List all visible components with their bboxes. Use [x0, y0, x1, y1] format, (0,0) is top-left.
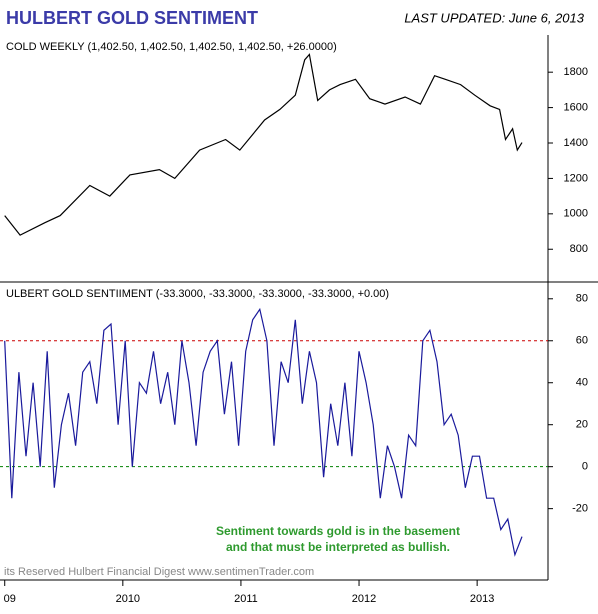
y-tick-label: 20 [576, 419, 588, 431]
data-line [4, 307, 523, 557]
panel-label: ULBERT GOLD SENTIIMENT (-33.3000, -33.30… [6, 288, 389, 300]
y-tick-label: -20 [572, 503, 588, 515]
annotation: Sentiment towards gold is in the basemen… [216, 524, 460, 538]
annotation: and that must be interpreted as bullish. [226, 540, 450, 554]
x-tick-label: 2013 [470, 593, 494, 605]
last-updated: LAST UPDATED: June 6, 2013 [404, 10, 584, 25]
y-tick-label: 1400 [564, 137, 588, 149]
y-tick-label: 1600 [564, 102, 588, 114]
panel-label: COLD WEEKLY (1,402.50, 1,402.50, 1,402.5… [6, 41, 337, 53]
y-tick-label: 0 [582, 461, 588, 473]
y-tick-label: 800 [570, 243, 588, 255]
y-tick-label: 60 [576, 335, 588, 347]
footer: its Reserved Hulbert Financial Digest ww… [4, 566, 314, 578]
y-tick-label: 1800 [564, 66, 588, 78]
x-tick-label: 2012 [352, 593, 376, 605]
x-tick-label: 2010 [116, 593, 140, 605]
chart-title: HULBERT GOLD SENTIMENT [6, 8, 258, 28]
y-tick-label: 1000 [564, 208, 588, 220]
y-tick-label: 80 [576, 293, 588, 305]
y-tick-label: 1200 [564, 172, 588, 184]
y-tick-label: 40 [576, 377, 588, 389]
x-tick-label: 2011 [234, 593, 258, 605]
x-tick-label: 09 [4, 593, 16, 605]
data-line [4, 53, 523, 236]
